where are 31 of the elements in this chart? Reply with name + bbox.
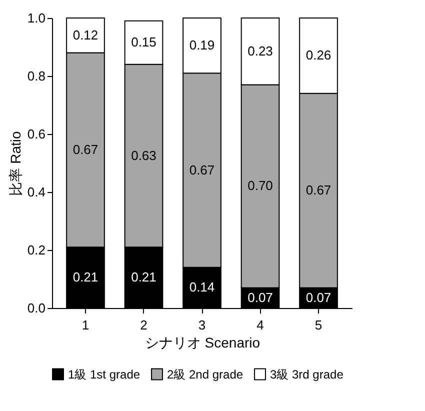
data-label: 0.23 bbox=[248, 43, 273, 58]
x-tick-label: 3 bbox=[198, 318, 206, 332]
data-label: 0.07 bbox=[306, 290, 332, 305]
legend-label: 3級 3rd grade bbox=[270, 367, 344, 382]
data-label: 0.21 bbox=[72, 270, 98, 285]
data-label: 0.15 bbox=[131, 34, 156, 50]
x-axis-title: シナリオ Scenario bbox=[144, 334, 260, 350]
data-label: 0.63 bbox=[131, 148, 156, 163]
y-axis-title: 比率 Ratio bbox=[7, 131, 24, 196]
y-tick-label: 0.8 bbox=[27, 68, 46, 84]
y-tick-label: 0.0 bbox=[27, 300, 46, 316]
legend-label: 2級 2nd grade bbox=[167, 367, 244, 382]
data-label: 0.21 bbox=[131, 270, 156, 285]
y-tick-label: 0.6 bbox=[27, 126, 46, 142]
x-tick-label: 1 bbox=[82, 318, 90, 332]
x-tick-label: 5 bbox=[314, 318, 322, 332]
data-label: 0.70 bbox=[248, 178, 273, 194]
data-label: 0.67 bbox=[72, 142, 98, 157]
data-label: 0.26 bbox=[306, 48, 332, 63]
legend-label: 1級 1st grade bbox=[68, 367, 140, 382]
y-tick-label: 0.2 bbox=[27, 242, 46, 258]
data-label: 0.19 bbox=[189, 38, 215, 53]
data-label: 0.67 bbox=[189, 162, 215, 178]
data-label: 0.67 bbox=[306, 182, 332, 198]
data-label: 0.14 bbox=[189, 280, 215, 295]
y-tick-label: 1.0 bbox=[27, 10, 46, 26]
data-label: 0.12 bbox=[72, 27, 98, 42]
x-tick-label: 4 bbox=[256, 318, 264, 332]
x-tick-label: 2 bbox=[140, 318, 148, 332]
y-tick-label: 0.4 bbox=[27, 184, 46, 200]
data-label: 0.07 bbox=[248, 290, 273, 305]
